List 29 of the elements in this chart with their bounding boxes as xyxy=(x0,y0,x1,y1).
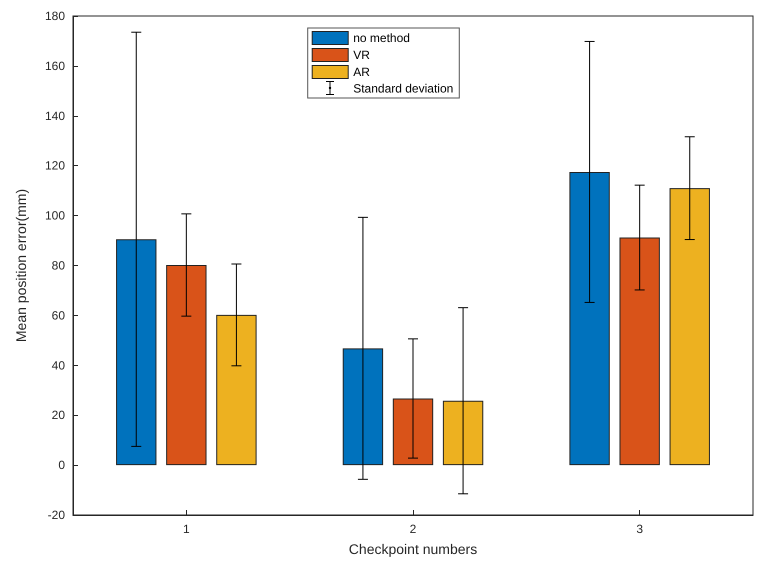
x-tick-label: 2 xyxy=(410,522,417,536)
y-tick-label: 60 xyxy=(52,308,66,322)
bar xyxy=(569,172,610,466)
bar xyxy=(342,348,384,466)
bar xyxy=(442,400,484,466)
y-tick-label: 160 xyxy=(44,58,66,73)
x-axis-title: Checkpoint numbers xyxy=(348,541,478,557)
legend-label: no method xyxy=(353,31,410,45)
bar xyxy=(670,188,710,466)
y-axis-title: Mean position error(mm) xyxy=(13,188,29,342)
y-tick-label: 140 xyxy=(44,108,66,123)
x-tick-label: 3 xyxy=(636,522,644,536)
y-tick-label: 100 xyxy=(44,208,66,223)
y-tick-label: -20 xyxy=(48,508,66,522)
y-tick-label: 80 xyxy=(52,258,66,272)
y-tick-label: 20 xyxy=(52,408,66,422)
y-tick-label: 0 xyxy=(58,458,66,472)
bar xyxy=(216,314,257,466)
y-tick-label: 180 xyxy=(44,9,66,23)
bar xyxy=(619,238,660,466)
x-tick-label: 1 xyxy=(182,522,190,536)
bar xyxy=(116,239,156,466)
y-tick-label: 40 xyxy=(52,358,66,372)
annotation: Standard deviation xyxy=(353,82,454,96)
legend-label: VR xyxy=(353,48,370,62)
bar xyxy=(392,398,434,466)
y-tick-label: 120 xyxy=(44,158,66,173)
legend-label: AR xyxy=(353,65,370,79)
bar xyxy=(166,265,207,466)
